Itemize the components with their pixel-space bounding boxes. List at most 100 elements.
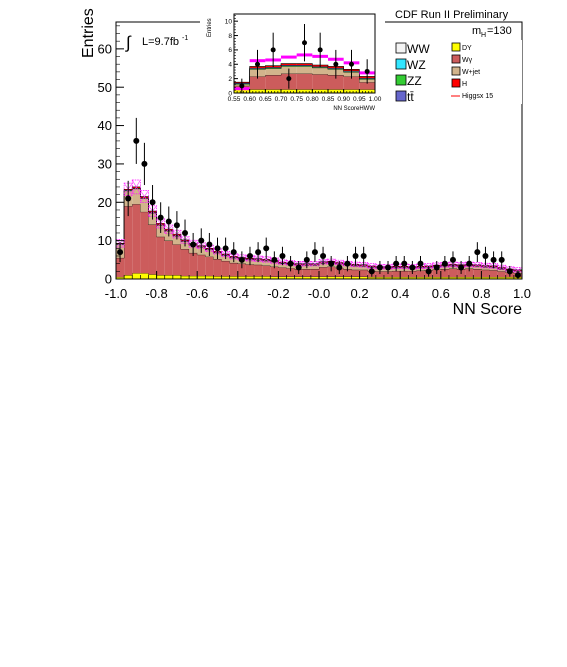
bar-dy-45 [481,277,490,279]
legend-swatch-right-1 [451,54,461,64]
data-point-31 [368,268,375,275]
data-point-32 [376,264,383,271]
bar-w-7 [172,244,181,276]
bar-w-32 [375,271,384,278]
bar-w-16 [245,264,255,277]
data-point-28 [344,260,351,267]
x-tick-label-0: -1.0 [105,286,127,301]
data-point-48 [506,268,513,275]
legend-label-right-0: DY [462,45,472,52]
data-point-24 [311,249,318,256]
bar-dy-11 [205,275,214,279]
data-point-15 [238,256,245,263]
uncertainty-bin-46 [489,263,498,269]
bar-wjet-7 [172,236,181,245]
uncertainty-hatch-b-3 [140,190,149,203]
bar-w-17 [254,264,263,277]
bar-w-5 [312,74,328,90]
signal-bin-3 [281,55,297,59]
bar-dy-36 [408,277,417,279]
data-point-44 [474,249,481,256]
x-tick-label-4: -0.2 [267,286,289,301]
bar-dy-2 [132,273,141,279]
x-tick-label-2: 0.65 [259,96,272,103]
data-point-17 [255,249,262,256]
bar-dy-12 [213,276,222,279]
bar-dy-47 [497,277,506,279]
inset-stacked-histogram [234,63,375,93]
data-point-40 [441,260,448,267]
bar-dy-4 [296,89,313,93]
bar-w-18 [262,265,271,277]
main-x-axis: -1.0 -0.8 -0.6 -0.4 -0.2 -0.0 0.2 0.4 0.6 0.8 1.0 [105,271,531,301]
data-point-11 [206,241,213,248]
data-point-45 [482,252,489,259]
uncertainty-hatch-b-44 [473,262,482,268]
x-tick-label-8: 0.6 [432,286,450,301]
inset-plot-frame [233,13,376,94]
bar-w-15 [237,263,246,277]
x-tick-label-4: 0.75 [290,96,303,103]
bar-dy-18 [262,276,271,279]
bar-h-18 [262,259,271,261]
data-point-43 [466,260,473,267]
bar-w-23 [302,269,311,277]
legend-swatch-left-0 [395,42,407,54]
x-tick-label-6: 0.2 [351,286,369,301]
bar-h-3 [281,63,297,65]
bar-dy-6 [328,89,344,93]
y-tick-label-0: 0 [228,90,232,97]
y-tick-label-4: 40 [98,118,112,133]
legend-label-left-1: WZ [407,58,426,72]
data-point-8 [364,68,370,74]
bar-dy-30 [359,276,368,279]
bar-dy-13 [221,276,230,279]
bar-wjet-18 [262,260,271,266]
legend-label-right-3: H [462,81,467,88]
legend-swatch-left-2 [395,74,407,86]
bar-dy-5 [312,89,328,93]
bar-h-24 [310,263,319,265]
bar-tt-2 [265,67,281,68]
outline-h [234,63,375,83]
data-point-30 [360,252,367,259]
inset-data-points [239,24,370,93]
y-tick-label-3: 30 [98,156,112,171]
y-tick-label-5: 50 [98,80,112,95]
bar-dy-28 [343,276,352,279]
data-point-16 [246,252,253,259]
y-tick-label-2: 4 [228,62,232,69]
legend-label-right-2: W+jet [462,69,480,76]
y-tick-label-1: 10 [98,233,112,248]
bar-dy-27 [335,276,344,279]
bar-dy-2 [265,89,281,93]
legend-label-right-1: Wγ [462,57,473,64]
lumi-label: L=9.7fb [142,36,179,48]
bar-wjet-4 [296,66,313,74]
bar-h-4 [296,63,313,65]
integral-symbol: ∫ [125,33,132,52]
data-point-3 [141,160,148,167]
x-tick-label-5: 0.80 [306,96,319,103]
x-tick-label-2: -0.6 [186,286,208,301]
bar-dy-14 [229,276,238,279]
bar-dy-21 [286,276,295,279]
bar-w-9 [189,252,198,276]
bar-w-37 [416,270,425,278]
bar-w-29 [351,269,360,277]
bar-w-44 [473,269,482,278]
legend-label-left-0: WW [407,42,430,56]
bar-w-3 [140,211,149,274]
bar-w-11 [205,256,214,276]
bar-w-7 [343,76,360,90]
bar-w-6 [164,240,173,276]
bar-w-10 [197,254,206,276]
uncertainty-bin-27 [334,259,344,266]
bar-w-8 [359,82,375,90]
bar-w-13 [221,260,230,277]
bar-wjet-46 [489,267,498,271]
bar-dy-15 [237,276,246,279]
data-point-0 [239,83,245,89]
legend-label-left-2: ZZ [407,74,422,88]
bar-h-3 [140,196,149,198]
